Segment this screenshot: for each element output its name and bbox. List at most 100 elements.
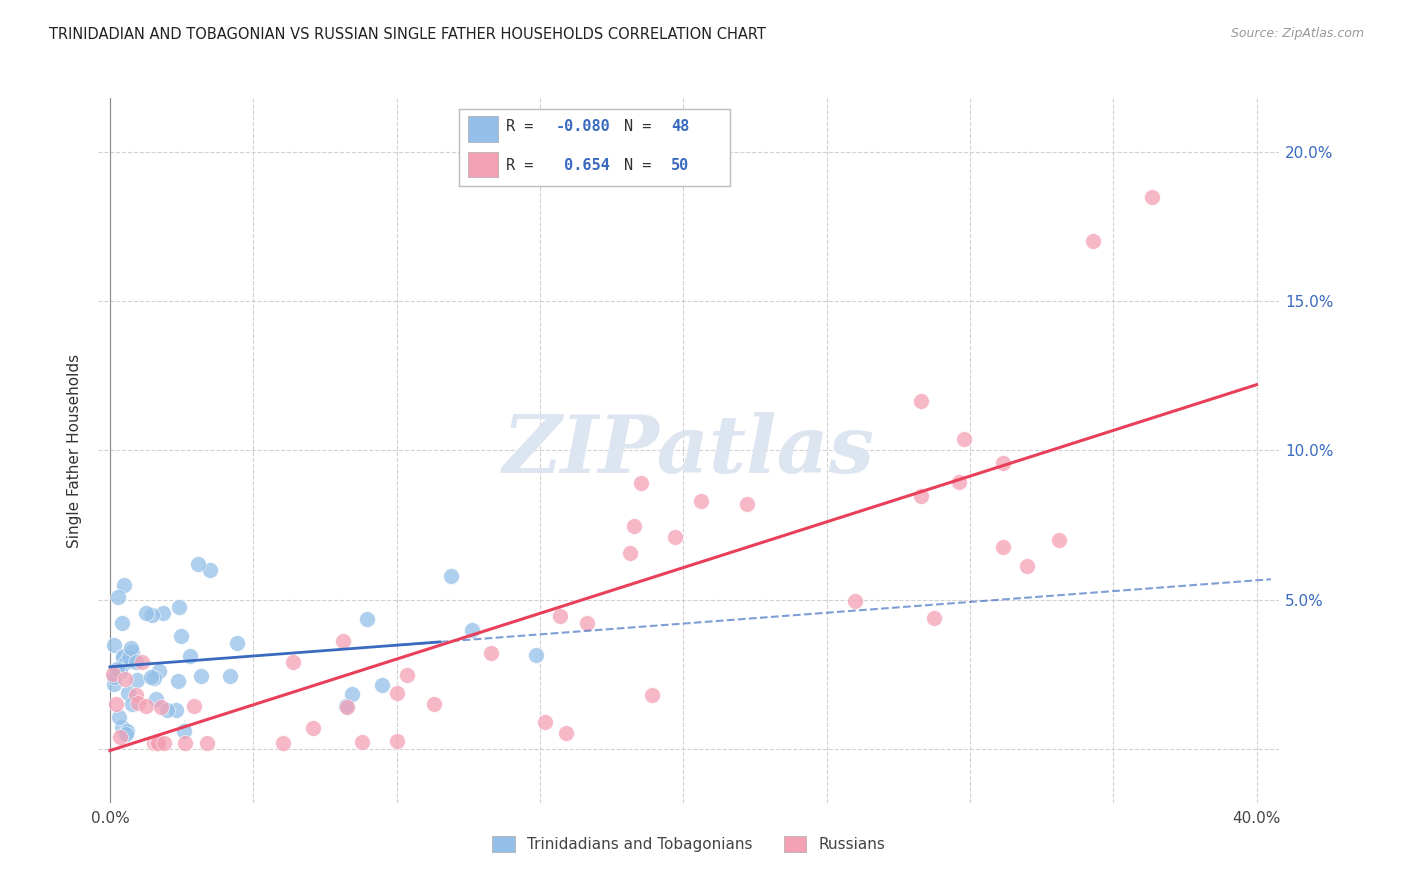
Point [641,688,664,702]
Point [139,670,162,684]
Point [121,645,143,659]
Point [165,703,187,717]
Point [302,721,325,735]
Point [340,687,363,701]
Point [371,678,394,692]
Point [111,649,134,664]
Point [948,475,970,489]
Point [664,530,686,544]
Point [103,638,125,652]
Text: 48: 48 [671,119,689,134]
Point [153,736,176,750]
Point [690,494,713,508]
Point [440,569,463,583]
Point [1081,235,1104,249]
Point [173,724,195,739]
Point [127,696,149,710]
Point [143,736,166,750]
Point [200,563,222,577]
Point [991,541,1014,555]
Point [103,677,125,691]
Point [335,698,357,713]
Text: N =: N = [624,158,661,172]
Y-axis label: Single Father Households: Single Father Households [67,353,83,548]
Point [117,723,139,738]
Point [226,636,249,650]
Text: Source: ZipAtlas.com: Source: ZipAtlas.com [1230,27,1364,40]
Point [118,650,141,665]
Point [332,633,354,648]
Point [174,736,197,750]
Point [387,686,409,700]
Point [187,557,209,571]
Point [1140,189,1163,203]
Point [145,691,167,706]
Point [156,702,179,716]
Point [146,736,169,750]
Point [623,518,645,533]
Point [190,669,212,683]
Point [422,697,444,711]
Point [281,655,304,669]
Point [125,656,148,670]
Point [101,667,124,681]
Point [143,671,166,685]
Point [112,578,135,592]
Point [104,698,127,712]
Point [991,456,1014,470]
Point [148,664,170,678]
Point [152,607,174,621]
Point [108,730,131,744]
Point [117,686,139,700]
Text: -0.080: -0.080 [555,119,610,134]
Point [167,599,190,614]
Point [356,612,378,626]
Text: 50: 50 [671,158,689,172]
Point [619,546,641,560]
Text: ZIPatlas: ZIPatlas [503,412,875,489]
Point [114,672,136,686]
Point [121,697,143,711]
Point [396,667,419,681]
Point [105,662,128,676]
Point [115,656,138,670]
Point [197,736,219,750]
Point [350,735,373,749]
Point [219,669,242,683]
Point [135,606,157,620]
Point [103,670,125,684]
Point [1015,558,1038,573]
Text: N =: N = [624,119,661,134]
Point [179,648,201,663]
Point [910,489,932,503]
Point [135,699,157,714]
Text: 0.654: 0.654 [555,158,610,172]
Point [336,700,359,714]
Point [461,624,484,638]
Point [548,608,571,623]
Point [166,673,188,688]
Point [524,648,547,662]
Legend: Trinidadians and Tobagonians, Russians: Trinidadians and Tobagonians, Russians [486,830,891,859]
Point [110,720,132,734]
FancyBboxPatch shape [468,152,498,177]
FancyBboxPatch shape [458,109,730,186]
Point [630,476,652,491]
Point [111,650,134,665]
Point [124,689,146,703]
Point [114,727,136,741]
Point [1049,533,1071,548]
Point [107,591,129,605]
Point [120,641,142,656]
Point [131,656,153,670]
Point [924,611,946,625]
Text: TRINIDADIAN AND TOBAGONIAN VS RUSSIAN SINGLE FATHER HOUSEHOLDS CORRELATION CHART: TRINIDADIAN AND TOBAGONIAN VS RUSSIAN SI… [49,27,766,42]
Point [146,736,169,750]
Point [169,629,191,643]
Point [141,608,163,623]
Point [107,710,129,724]
Point [271,736,294,750]
Point [183,699,205,714]
Text: R =: R = [506,158,543,172]
Point [554,726,576,740]
